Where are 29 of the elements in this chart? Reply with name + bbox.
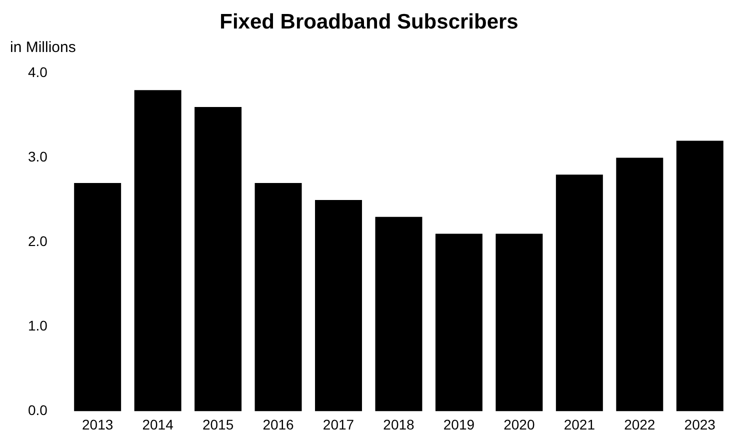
bar: [74, 183, 122, 412]
bar: [315, 200, 362, 412]
x-tick-label: 2023: [684, 416, 716, 432]
y-tick-label: 0.0: [28, 402, 48, 418]
x-tick-label: 2020: [504, 416, 535, 432]
y-tick-label: 1.0: [28, 318, 48, 334]
bar: [496, 234, 543, 412]
bar: [254, 183, 302, 412]
y-tick-label: 3.0: [28, 148, 48, 165]
x-tick-label: 2018: [383, 416, 415, 432]
x-tick-label: 2019: [443, 416, 475, 432]
y-axis-title: in Millions: [10, 39, 76, 56]
bar: [676, 140, 724, 412]
y-tick-label: 4.0: [28, 64, 48, 80]
x-tick-label: 2014: [142, 416, 174, 432]
bar: [435, 234, 482, 412]
bar: [556, 174, 603, 412]
bar: [616, 158, 664, 412]
bar: [194, 107, 242, 412]
x-tick-label: 2015: [202, 416, 234, 432]
y-tick-label: 2.0: [28, 233, 48, 250]
x-tick-label: 2013: [82, 416, 114, 432]
chart-title: Fixed Broadband Subscribers: [220, 10, 518, 34]
x-tick-label: 2016: [262, 416, 294, 432]
x-tick-label: 2021: [564, 416, 596, 432]
x-tick-label: 2022: [624, 416, 656, 432]
x-tick-label: 2017: [322, 416, 354, 432]
bar: [134, 90, 182, 412]
bar: [375, 216, 422, 412]
